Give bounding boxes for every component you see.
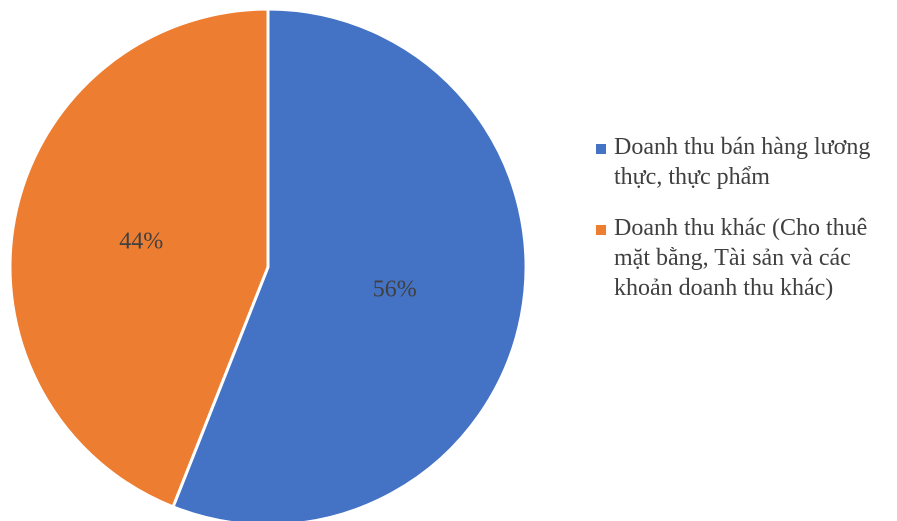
pie-slice-food-sales [171, 7, 528, 521]
legend-item-food-sales: Doanh thu bán hàng lương thực, thực phẩm [596, 132, 896, 192]
pie-slice-other-revenue [8, 7, 270, 509]
legend-label-other-revenue: Doanh thu khác (Cho thuê mặt bằng, Tài s… [614, 215, 868, 301]
pie-plot: 56% 44% [8, 7, 528, 521]
legend: Doanh thu bán hàng lương thực, thực phẩm… [596, 132, 896, 324]
data-label-other-revenue: 44% [119, 228, 163, 254]
legend-swatch-food-sales [596, 144, 606, 154]
legend-swatch-other-revenue [596, 225, 606, 235]
legend-label-food-sales: Doanh thu bán hàng lương thực, thực phẩm [614, 134, 871, 190]
legend-item-other-revenue: Doanh thu khác (Cho thuê mặt bằng, Tài s… [596, 213, 896, 303]
data-label-food-sales: 56% [373, 277, 417, 303]
